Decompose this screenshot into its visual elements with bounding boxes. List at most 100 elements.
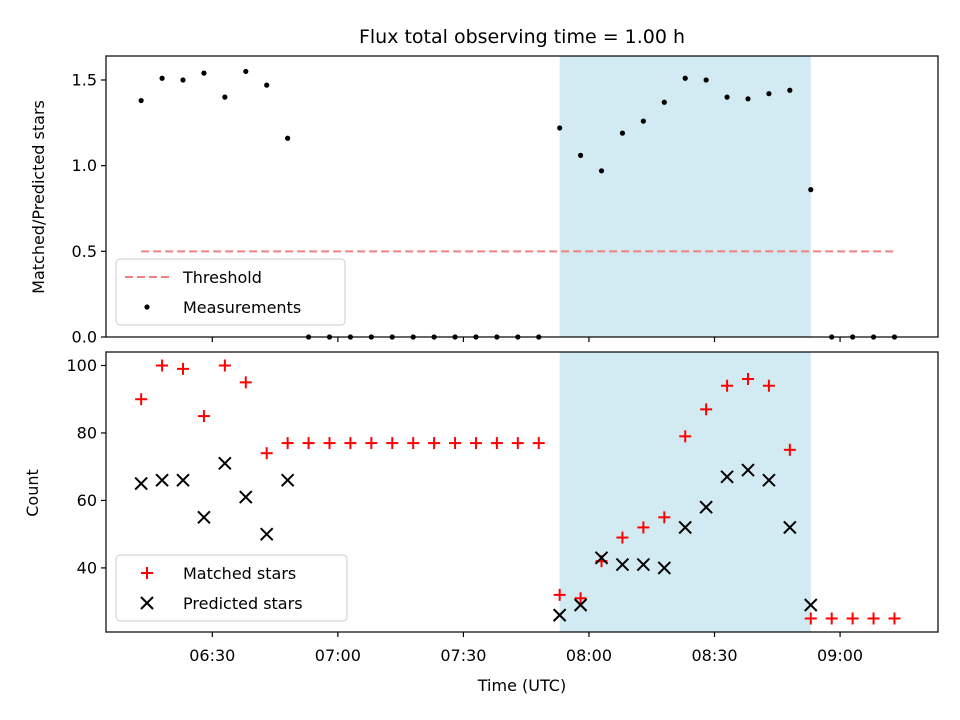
top-y-tick-label: 0.5 [72,242,97,261]
x-marker-b [720,470,734,484]
matched-star-point [177,362,190,375]
x-marker-b [636,557,651,572]
bottom-y-tick-label: 80 [77,423,97,442]
x-marker-b [218,456,232,471]
x-marker-b [280,473,295,487]
bottom-ticks-layer: 40 60 80 100 06:30 07:00 07:30 08:00 08:30 09:00 [66,356,863,665]
legend-matched-swatch [141,567,153,579]
matched-star-point [741,372,754,385]
measurement-point [661,99,667,105]
x-marker-b [804,598,818,612]
x-marker-b [699,500,713,514]
x-tick-label: 07:30 [440,646,486,665]
x-marker-b [155,473,169,487]
matched-star-point [323,437,336,450]
x-marker-b [615,557,630,572]
matched-star-point [428,437,441,450]
legend-x-marker [140,596,154,610]
matched-star-point [407,437,420,450]
measurement-point [243,68,249,75]
measurement-point [201,70,207,76]
top-legend-box [115,258,346,326]
top-panel: 0.0 0.5 1.0 1.5 Matched/Predicted stars Thr… [29,55,939,347]
bottom-legend-box [115,554,348,622]
predicted-star-point [699,500,713,514]
matched-star-point [721,379,734,392]
measurement-point [808,187,814,193]
legend-predicted-label: Predicted stars [183,594,303,613]
x-marker-b [741,463,755,477]
bottom-y-axis-label: Count [23,469,42,517]
bottom-y-tick-label: 100 [66,356,97,375]
matched-star-point [888,612,901,625]
predicted-star-point [762,473,776,487]
top-ticks-layer: 0.0 0.5 1.0 1.5 [72,70,841,347]
matched-star-point [616,531,629,544]
x-tick-label: 08:00 [566,646,612,665]
matched-star-point [365,437,378,450]
measurement-point [180,77,186,83]
x-axis-label: Time (UTC) [477,676,566,695]
predicted-star-point [657,561,672,575]
measurement-point [724,94,730,100]
matched-star-point [574,592,587,605]
legend-measurements-swatch [144,304,150,310]
matched-star-point [197,410,210,423]
top-y-axis-label: Matched/Predicted stars [29,100,48,294]
x-tick-label: 08:30 [691,646,737,665]
matched-star-point [156,359,169,372]
measurement-point [159,75,165,81]
legend-matched-label: Matched stars [183,564,296,583]
matched-star-point [135,393,148,406]
bottom-series-layer [134,359,901,625]
matched-star-point [511,437,524,450]
matched-star-point [553,588,566,601]
matched-star-point [804,612,817,625]
bottom-y-tick-label: 60 [77,491,97,510]
predicted-star-point [134,476,148,491]
matched-star-point [658,511,671,524]
matched-star-point [783,443,796,456]
matched-star-point [532,437,545,450]
x-tick-label: 06:30 [189,646,235,665]
measurement-point [682,75,688,81]
predicted-star-point [636,557,651,572]
bottom-axes-frame [105,351,939,633]
measurement-point [138,97,144,104]
x-marker-b [762,473,776,487]
measurement-point [577,152,584,158]
top-shaded-region [559,56,811,337]
predicted-star-point [176,473,190,487]
matched-star-point [637,521,650,534]
measurement-point [264,82,270,88]
x-marker-b [783,520,797,535]
measurement-point [222,94,228,100]
x-marker-b [197,510,211,525]
bottom-legend: Matched stars Predicted stars [115,554,348,622]
predicted-star-point [615,557,630,572]
x-marker-b [678,520,692,535]
matched-star-point [239,376,252,389]
legend-threshold-label: Threshold [182,268,262,287]
matched-star-point [762,379,775,392]
measurement-point [598,168,605,174]
measurement-point [557,125,563,131]
measurement-point [640,118,646,124]
matched-star-point [846,612,859,625]
x-marker-b [573,598,588,612]
predicted-star-point [197,510,211,525]
matched-star-point [867,612,880,625]
x-marker-b [552,608,567,622]
matched-star-point [260,447,273,460]
predicted-star-point [260,527,274,541]
predicted-star-point [594,551,609,565]
predicted-star-point [783,520,797,535]
predicted-star-point [720,470,734,484]
x-marker-b [239,490,253,504]
top-axes-frame [105,55,939,338]
matched-star-point [386,437,399,450]
predicted-star-point [804,598,818,612]
legend-plus-marker [141,567,153,579]
